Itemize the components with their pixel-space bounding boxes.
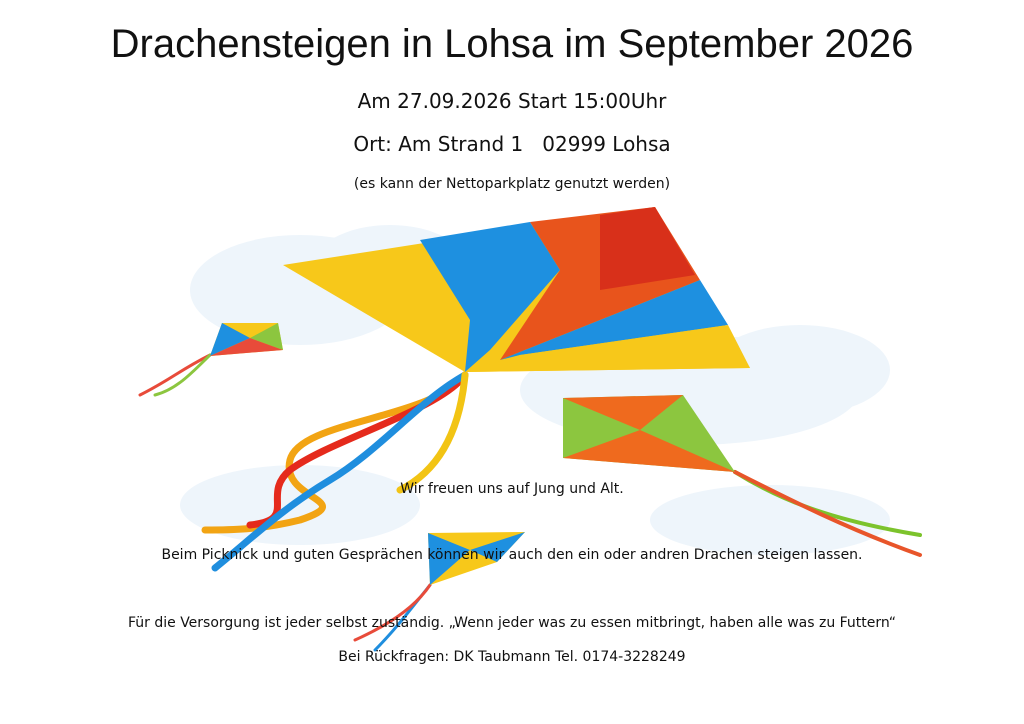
body-line: Beim Picknick und guten Gesprächen könne… xyxy=(161,547,863,563)
main-kite xyxy=(283,207,750,372)
date: Am 27.09.2026 Start 15:00Uhr xyxy=(357,89,667,113)
parking-note: (es kann der Nettoparkplatz genutzt werd… xyxy=(353,176,671,192)
title: Drachensteigen in Lohsa im September 202… xyxy=(110,22,914,66)
ribbons xyxy=(138,353,922,652)
body-line: Wir freuen uns auf Jung und Alt. xyxy=(400,481,624,497)
small-kite-bottom xyxy=(428,532,525,585)
small-kite-left xyxy=(210,323,283,356)
small-kite-right xyxy=(563,395,735,472)
body-line: Für die Versorgung ist jeder selbst zust… xyxy=(127,615,897,631)
location: Ort: Am Strand 1 02999 Lohsa xyxy=(353,132,671,156)
contact: Bei Rückfragen: DK Taubmann Tel. 0174-32… xyxy=(338,649,686,665)
